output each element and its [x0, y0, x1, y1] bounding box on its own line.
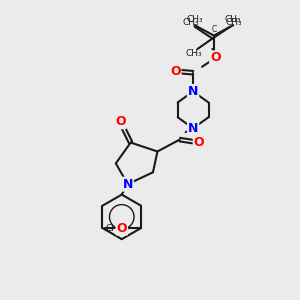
- Text: C: C: [211, 25, 217, 34]
- Text: CH₃: CH₃: [186, 50, 202, 58]
- Text: N: N: [188, 122, 198, 135]
- Text: CH₃: CH₃: [226, 18, 242, 27]
- Text: O: O: [170, 65, 181, 78]
- Text: CH₃: CH₃: [225, 15, 242, 24]
- Text: O: O: [115, 115, 126, 128]
- Text: O: O: [210, 51, 221, 64]
- Text: O: O: [116, 221, 127, 235]
- Text: N: N: [122, 178, 133, 191]
- Text: CH₃: CH₃: [183, 18, 199, 27]
- Text: O: O: [194, 136, 204, 149]
- Text: CH₃: CH₃: [106, 224, 123, 232]
- Text: N: N: [188, 85, 198, 98]
- Text: CH₃: CH₃: [186, 15, 203, 24]
